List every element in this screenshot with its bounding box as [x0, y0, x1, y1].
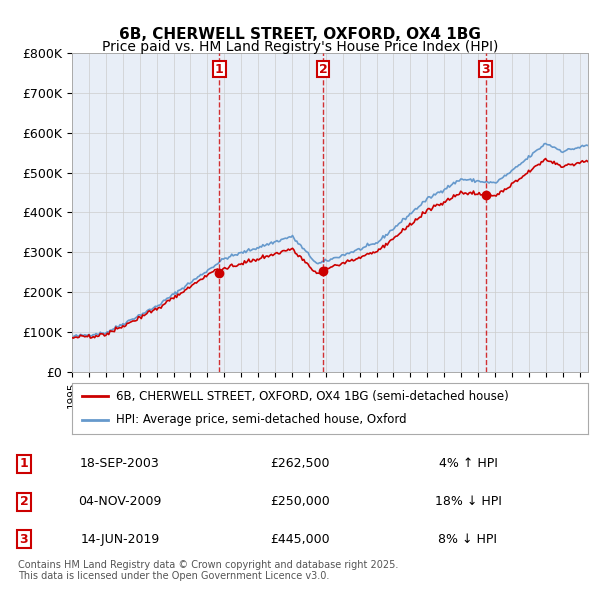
Text: 2: 2	[319, 63, 328, 76]
Text: 6B, CHERWELL STREET, OXFORD, OX4 1BG: 6B, CHERWELL STREET, OXFORD, OX4 1BG	[119, 27, 481, 41]
Text: 1: 1	[215, 63, 224, 76]
Text: Contains HM Land Registry data © Crown copyright and database right 2025.
This d: Contains HM Land Registry data © Crown c…	[18, 559, 398, 581]
Text: HPI: Average price, semi-detached house, Oxford: HPI: Average price, semi-detached house,…	[116, 413, 406, 426]
Text: 1: 1	[20, 457, 28, 470]
Text: £445,000: £445,000	[270, 533, 330, 546]
Text: £262,500: £262,500	[270, 457, 330, 470]
Text: 2: 2	[20, 495, 28, 508]
Text: 04-NOV-2009: 04-NOV-2009	[79, 495, 161, 508]
Text: Price paid vs. HM Land Registry's House Price Index (HPI): Price paid vs. HM Land Registry's House …	[102, 40, 498, 54]
Text: 3: 3	[481, 63, 490, 76]
Text: 6B, CHERWELL STREET, OXFORD, OX4 1BG (semi-detached house): 6B, CHERWELL STREET, OXFORD, OX4 1BG (se…	[116, 389, 509, 402]
Text: 18-SEP-2003: 18-SEP-2003	[80, 457, 160, 470]
Text: £250,000: £250,000	[270, 495, 330, 508]
Text: 3: 3	[20, 533, 28, 546]
Text: 18% ↓ HPI: 18% ↓ HPI	[434, 495, 502, 508]
Text: 4% ↑ HPI: 4% ↑ HPI	[439, 457, 497, 470]
Text: 8% ↓ HPI: 8% ↓ HPI	[439, 533, 497, 546]
Text: 14-JUN-2019: 14-JUN-2019	[80, 533, 160, 546]
